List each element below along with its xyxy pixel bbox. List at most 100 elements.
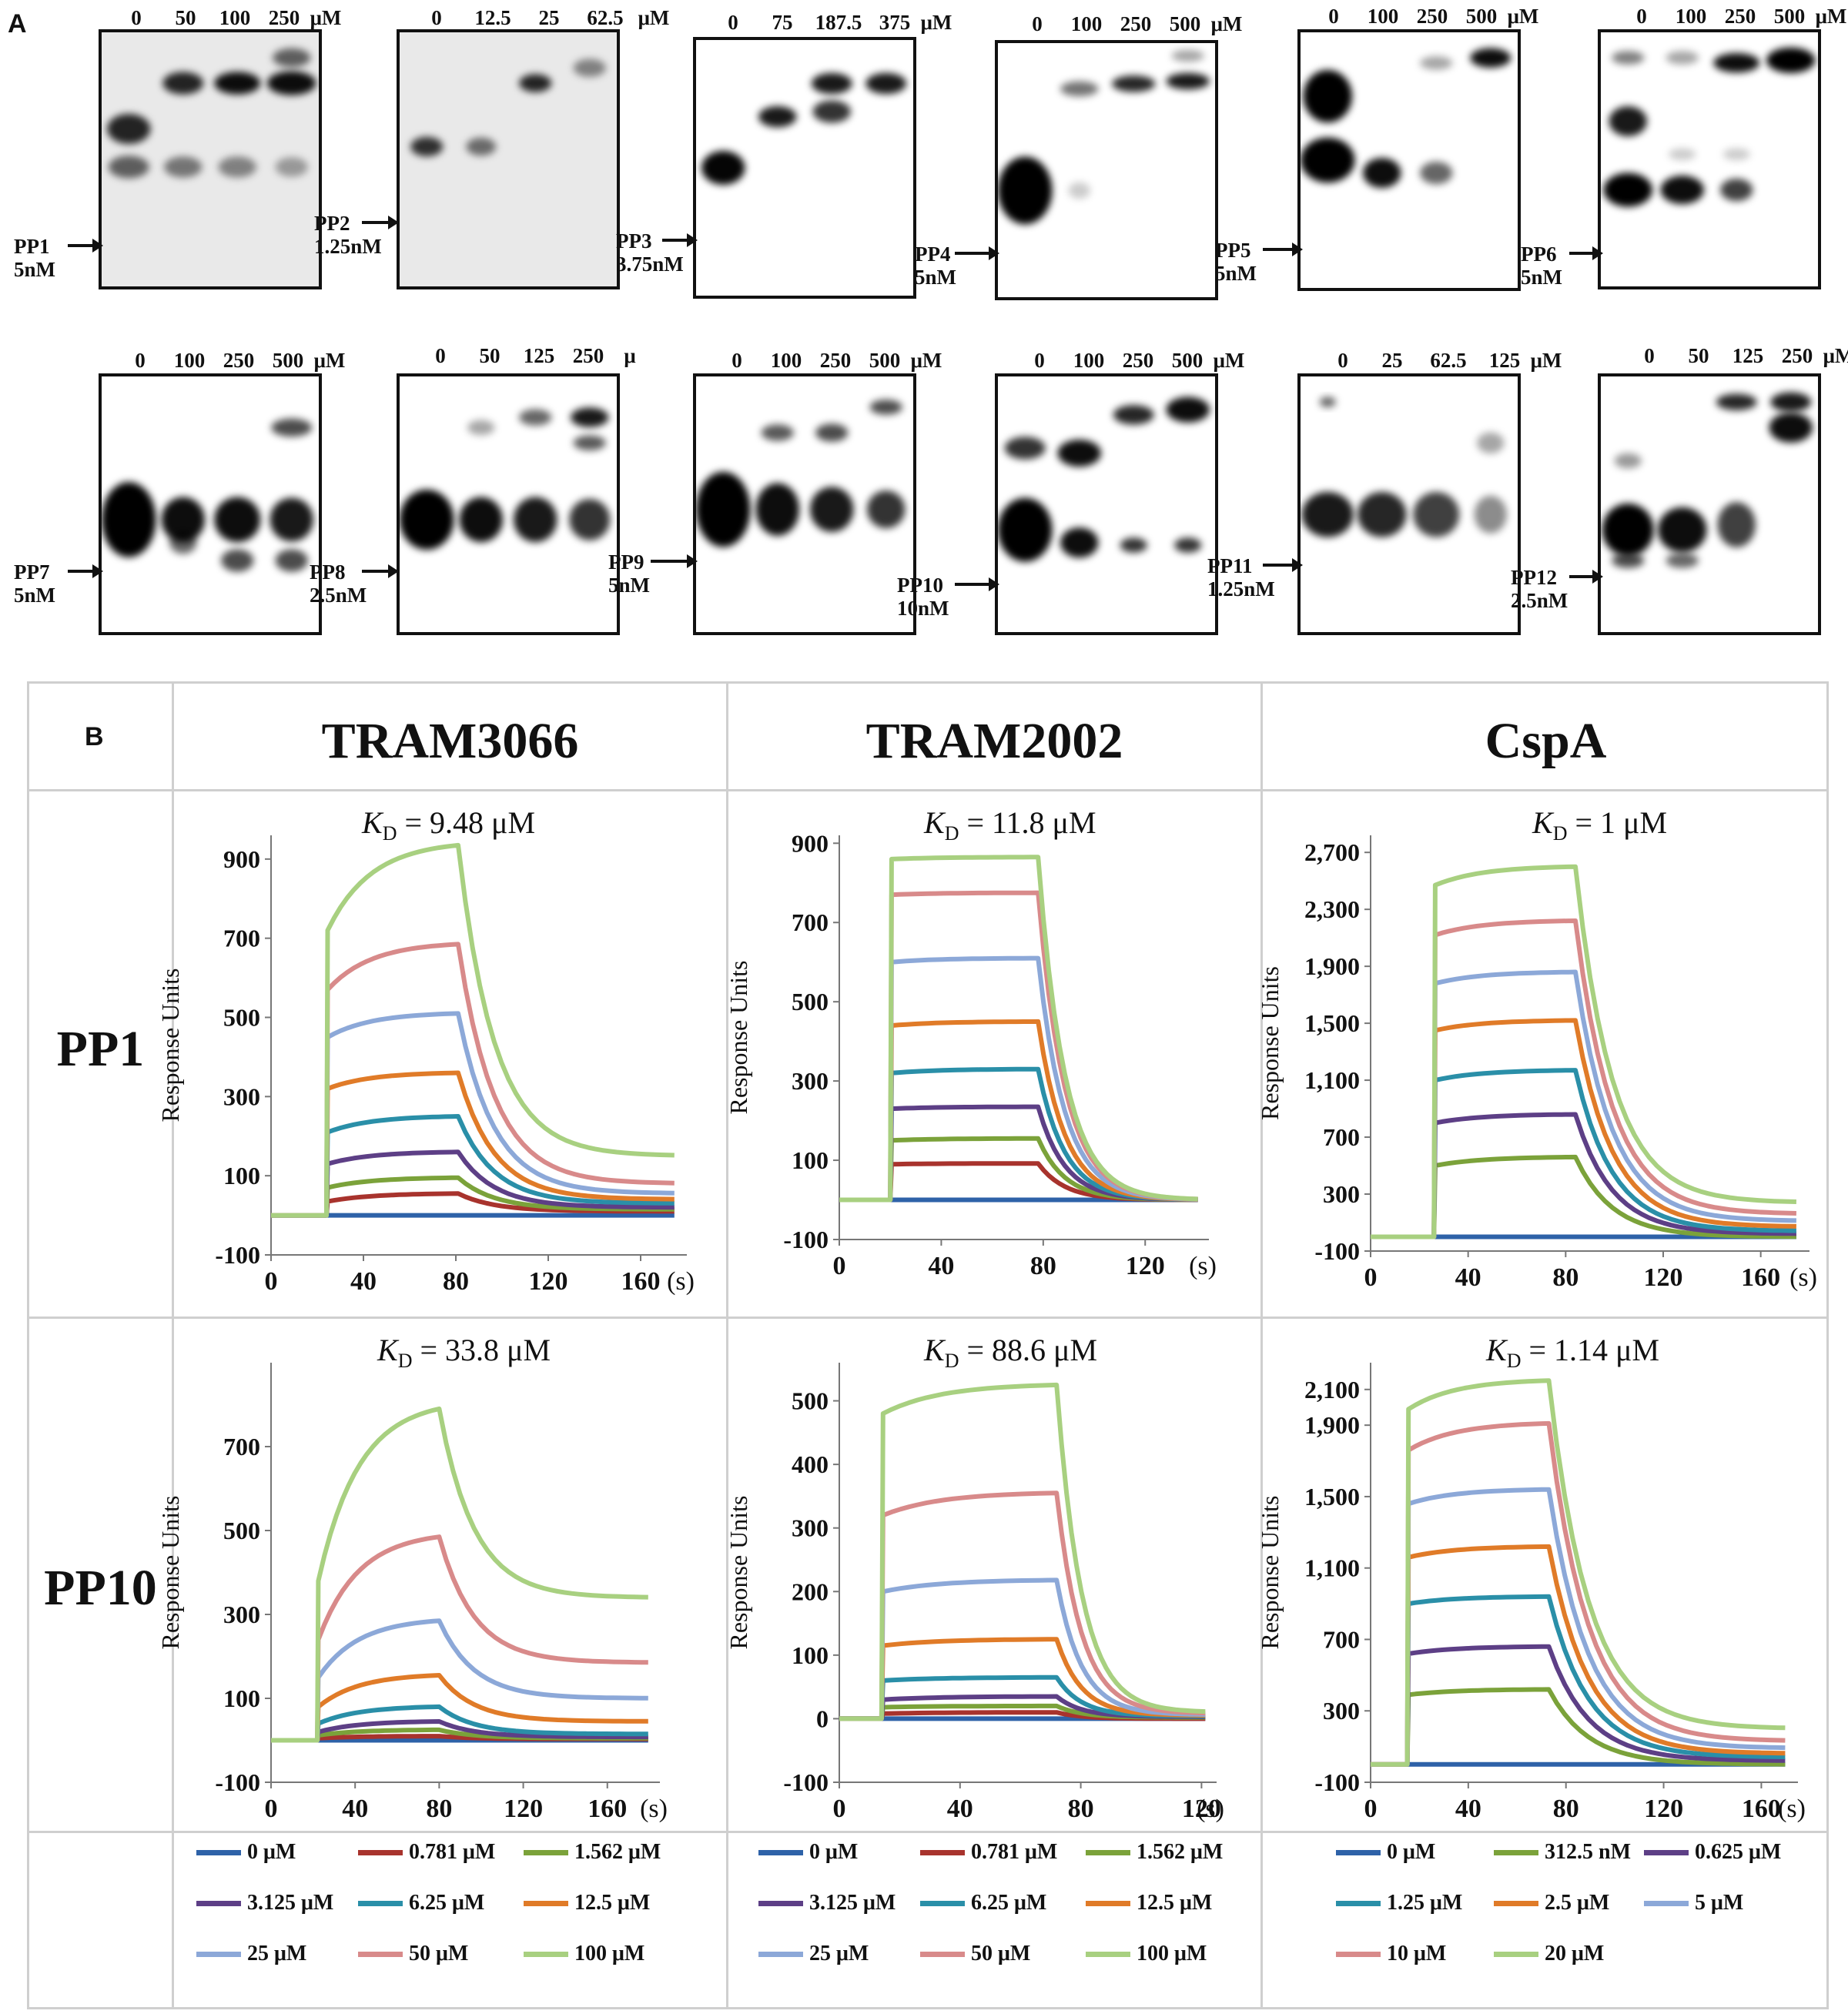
sensorgram-1: -100 100 300 500 700 900 0 40 80 120 160 (s) Respons… <box>156 835 695 1296</box>
gel-band <box>108 156 149 179</box>
legend-item: 0.781 μM <box>920 1840 1057 1865</box>
kd-pp1-cspa: KD = 1 μM <box>1532 805 1668 845</box>
kd-pp10-tram3066: KD = 33.8 μM <box>377 1333 551 1372</box>
gel-band <box>701 151 745 185</box>
legend-item: 3.125 μM <box>196 1891 333 1915</box>
y-tick-label: 100 <box>223 1684 260 1712</box>
gel-band <box>1713 52 1760 73</box>
legend-swatch <box>1086 1951 1130 1957</box>
probe-arrow <box>1569 570 1603 584</box>
probe-arrow <box>68 239 103 253</box>
gel-band <box>221 549 254 572</box>
gel-band <box>1057 440 1101 467</box>
gel-band <box>1303 69 1352 123</box>
lane-concentrations-pp10: 0 100 250 500 μM <box>1015 349 1246 373</box>
col-header-tram2002: TRAM2002 <box>865 713 1123 769</box>
y-axis-label: Response Units <box>1256 966 1284 1120</box>
lane-label: 0 <box>131 6 142 29</box>
sensorgram-2: -100 100 300 500 700 900 0 40 80 120 (s) Response U… <box>725 829 1217 1280</box>
lane-label: 0 <box>1034 349 1045 372</box>
legend-swatch <box>1494 1900 1538 1906</box>
gel-band <box>1112 75 1156 92</box>
y-tick-label: -100 <box>783 1226 829 1253</box>
gel-band <box>214 497 261 543</box>
lane-label: 50 <box>479 344 500 367</box>
lane-unit: μM <box>638 6 670 29</box>
legend-swatch <box>1086 1849 1130 1855</box>
gel-band <box>102 482 156 557</box>
panel-b-table <box>27 681 1829 2009</box>
gel-pp4 <box>995 40 1218 300</box>
lane-label: 25 <box>538 6 560 29</box>
lane-label: 0 <box>1644 344 1655 367</box>
gel-band <box>164 156 203 178</box>
gel-band <box>1004 437 1046 460</box>
probe-arrow <box>955 577 999 591</box>
gel-band <box>1166 396 1210 423</box>
gel-band <box>1060 81 1099 97</box>
gel-band <box>865 72 907 95</box>
gel-band <box>761 424 794 441</box>
x-tick-label: 120 <box>1644 1263 1683 1292</box>
panel-a-label: A <box>8 9 27 38</box>
gel-band <box>1770 392 1812 412</box>
legend-item: 10 μM <box>1336 1942 1446 1966</box>
kd-pp10-cspa: KD = 1.14 μM <box>1486 1333 1660 1372</box>
probe-label-pp4: PP4 5nM <box>915 243 956 289</box>
lane-label: 250 <box>1120 12 1152 35</box>
lane-label: 0 <box>431 6 442 29</box>
col-header-tram3066: TRAM3066 <box>321 713 579 769</box>
y-axis-label: Response Units <box>156 1496 184 1650</box>
probe-arrow <box>1569 246 1603 260</box>
gel-band <box>273 48 311 68</box>
y-tick-label: -100 <box>215 1241 260 1269</box>
legend-label: 100 μM <box>1137 1942 1207 1965</box>
gel-band <box>1609 105 1647 137</box>
gel-band <box>1614 453 1642 469</box>
legend-item: 0 μM <box>196 1840 296 1865</box>
col-header-cspa: CspA <box>1485 713 1607 769</box>
y-tick-label: 700 <box>1323 1123 1360 1151</box>
series-line <box>839 1577 1206 1721</box>
legend-item: 6.25 μM <box>920 1891 1046 1915</box>
gel-band <box>275 549 308 572</box>
sensorgram-6: -100 300 700 1,100 1,500 1,900 2,100 0 40 80 120 16… <box>1256 1363 1806 1823</box>
x-axis-unit: (s) <box>667 1267 695 1296</box>
legend-swatch <box>1336 1951 1381 1957</box>
legend-swatch <box>196 1900 241 1906</box>
series-line <box>1371 1154 1796 1240</box>
series-line <box>271 942 675 1218</box>
legend-label: 20 μM <box>1545 1942 1605 1965</box>
gel-band <box>467 420 495 436</box>
series-line <box>1371 864 1796 1240</box>
legend-item: 0.781 μM <box>358 1840 495 1865</box>
lane-label: 0 <box>1337 349 1348 372</box>
series-line <box>1371 1594 1786 1767</box>
gel-band <box>998 156 1053 225</box>
legend-label: 10 μM <box>1387 1942 1447 1965</box>
gel-band <box>1717 502 1756 547</box>
x-tick-label: 120 <box>504 1795 543 1823</box>
legend-item: 25 μM <box>758 1942 869 1966</box>
lane-label: 125 <box>1732 344 1764 367</box>
lane-unit: μM <box>920 11 952 34</box>
gel-band <box>1171 49 1204 62</box>
gel-band <box>569 499 611 540</box>
gel-band <box>1666 553 1699 568</box>
legend-swatch <box>1644 1849 1689 1855</box>
y-tick-label: 2,700 <box>1304 838 1360 866</box>
probe-arrow <box>362 564 399 578</box>
lane-label: 250 <box>819 349 852 372</box>
probe-label-pp7: PP7 5nM <box>14 560 55 607</box>
legend-label: 1.25 μM <box>1387 1891 1463 1915</box>
gel-band <box>1420 161 1453 185</box>
gel-band <box>810 487 854 532</box>
y-tick-label: -100 <box>783 1768 829 1796</box>
gel-band <box>867 490 906 529</box>
legend-label: 0.625 μM <box>1695 1840 1782 1864</box>
x-tick-label: 40 <box>1455 1263 1481 1292</box>
lane-label: 50 <box>175 6 196 29</box>
lane-label: 375 <box>879 11 911 34</box>
lane-concentrations-pp3: 0 75 187.5 375 μM <box>708 11 953 35</box>
